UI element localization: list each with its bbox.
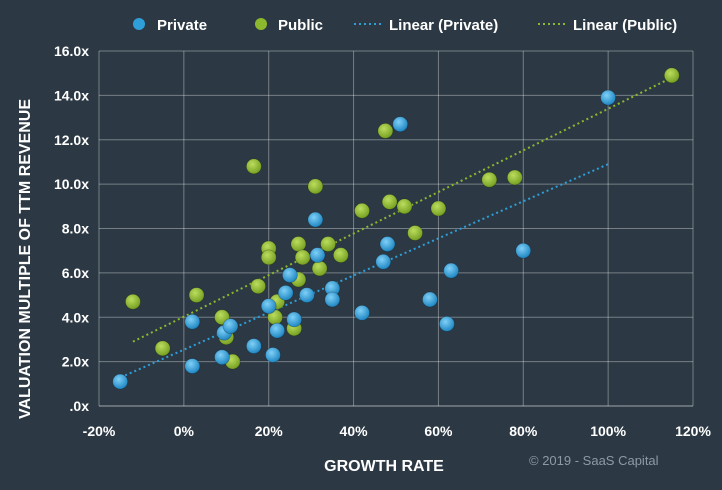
y-tick-label: 8.0x: [62, 221, 89, 237]
y-tick-label: 16.0x: [54, 43, 89, 59]
legend-linear-public-label: Linear (Public): [573, 17, 677, 34]
public-point: [381, 193, 398, 210]
private-point: [324, 291, 341, 308]
private-point: [307, 211, 324, 228]
private-point: [286, 311, 303, 328]
private-point: [422, 291, 438, 308]
private-point: [277, 284, 294, 301]
public-point: [407, 225, 423, 241]
private-point: [265, 347, 281, 363]
gridlines: [98, 50, 694, 407]
x-tick-label: 60%: [424, 423, 453, 439]
public-point: [188, 287, 205, 303]
public-point: [260, 249, 277, 266]
legend-public-marker: [255, 18, 267, 30]
public-point: [307, 178, 324, 195]
private-point: [214, 349, 230, 366]
private-point: [600, 89, 617, 106]
copyright-notice: © 2019 - SaaS Capital: [529, 453, 659, 468]
trendline-private: [115, 163, 609, 381]
private-point: [269, 322, 286, 339]
private-point: [260, 298, 277, 315]
public-point: [320, 236, 337, 252]
public-point: [250, 278, 267, 295]
private-point: [379, 236, 396, 252]
x-tick-label: 100%: [590, 423, 626, 439]
y-tick-label: 10.0x: [54, 176, 89, 192]
private-point: [282, 267, 298, 283]
private-point: [309, 247, 326, 264]
private-point: [184, 313, 201, 330]
private-point: [439, 316, 455, 332]
legend-private-marker: [133, 18, 145, 30]
x-tick-label: -20%: [83, 423, 116, 439]
private-point: [354, 304, 370, 321]
y-tick-label: 12.0x: [54, 132, 89, 148]
private-point: [392, 116, 409, 133]
y-axis-title: VALUATION MULTIPLE OF TTM REVENUE: [17, 99, 34, 419]
public-point: [481, 171, 498, 188]
x-tick-label: 40%: [340, 423, 369, 439]
legend-linear-private-label: Linear (Private): [389, 17, 498, 34]
public-point: [245, 158, 262, 175]
private-point: [375, 253, 392, 270]
y-tick-label: 4.0x: [62, 309, 89, 325]
private-point: [245, 338, 262, 354]
public-point: [354, 202, 370, 219]
private-point: [222, 318, 239, 335]
y-tick-label: 14.0x: [54, 87, 89, 103]
public-point: [663, 67, 680, 84]
private-point: [298, 287, 315, 303]
x-tick-label: 20%: [255, 423, 284, 439]
y-tick-label: .0x: [70, 398, 90, 414]
private-point: [112, 373, 129, 390]
public-point: [290, 236, 307, 252]
public-point: [377, 122, 394, 139]
private-point: [184, 358, 201, 374]
public-point: [332, 247, 349, 264]
x-tick-label: 0%: [174, 423, 195, 439]
legend-private-label: Private: [157, 17, 207, 34]
y-tick-label: 2.0x: [62, 354, 89, 370]
public-point: [506, 169, 523, 186]
y-tick-label: 6.0x: [62, 265, 89, 281]
x-axis-title: GROWTH RATE: [324, 458, 444, 475]
public-point: [430, 200, 447, 217]
y-tick-labels: .0x 2.0x 4.0x 6.0x 8.0x 10.0x 12.0x 14.0x 16.0x: [54, 43, 89, 414]
public-point: [396, 198, 413, 215]
legend-public-label: Public: [278, 17, 323, 34]
x-tick-labels: -20% 0% 20% 40% 60% 80% 100% 120%: [83, 423, 712, 439]
public-point: [125, 293, 141, 310]
legend: Private Public Linear (Private) Linear (…: [133, 17, 677, 34]
x-tick-label: 120%: [675, 423, 711, 439]
private-point: [515, 242, 532, 259]
public-point: [311, 260, 328, 277]
public-point: [154, 340, 171, 357]
private-point: [443, 262, 460, 279]
x-tick-label: 80%: [509, 423, 538, 439]
data-points: [112, 67, 680, 390]
public-point: [294, 249, 311, 266]
